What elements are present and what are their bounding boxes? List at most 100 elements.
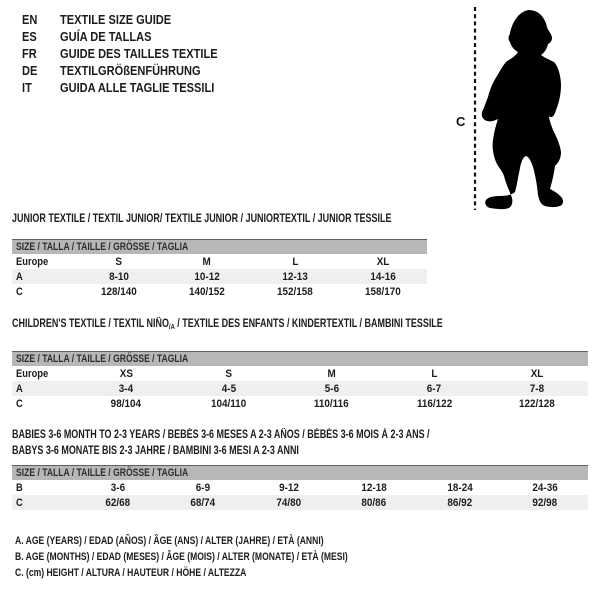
value-text: 104/110 — [211, 397, 247, 410]
value-text: 24-36 — [532, 481, 558, 494]
section-title-line: BABYS 3-6 MONATE BIS 2-3 JAHRE / BAMBINI… — [12, 443, 588, 459]
language-title: GUIDE DES TAILLES TEXTILE — [60, 46, 245, 61]
value-cell: 3-4 — [75, 383, 178, 395]
title-part: CHILDREN'S TEXTILE / TEXTIL NIÑO — [12, 318, 169, 330]
value-cell: 10-12 — [163, 271, 251, 283]
size-table-section: CHILDREN'S TEXTILE / TEXTIL NIÑO/A / TEX… — [12, 317, 588, 411]
footnote-text: B. AGE (MONTHS) / EDAD (MESES) / ÂGE (MO… — [15, 551, 348, 563]
size-name-cell: S — [75, 256, 163, 268]
value-text: 98/104 — [111, 397, 142, 410]
value-text: 158/170 — [365, 285, 401, 298]
row-label-text: C — [16, 496, 23, 509]
language-row: ES GUÍA DE TALLAS — [22, 28, 245, 45]
baby-height-figure: C — [448, 4, 598, 216]
value-cell: 12-18 — [332, 482, 418, 494]
value-cell: 62/68 — [75, 497, 161, 509]
row-label-text: C — [16, 397, 23, 410]
title-part: JUNIOR TEXTILE / TEXTIL JUNIOR/ TEXTILE … — [12, 213, 392, 225]
section-title-line: BABIES 3-6 MONTH TO 2-3 YEARS / BEBÉS 3-… — [12, 427, 588, 443]
value-cell: 12-13 — [251, 271, 339, 283]
value-text: 10-12 — [194, 270, 220, 283]
value-cell: 116/122 — [383, 398, 486, 410]
value-cell: 18-24 — [417, 482, 503, 494]
section-title-line: JUNIOR TEXTILE / TEXTIL JUNIOR/ TEXTILE … — [12, 212, 427, 227]
size-name-cell: XL — [485, 368, 588, 380]
table-row: C 128/140 140/152 152/158 158/170 — [12, 284, 427, 299]
region-label-text: Europe — [16, 255, 49, 268]
value-cell: 110/116 — [280, 398, 383, 410]
size-name-row: Europe XS S M L XL — [12, 366, 588, 381]
value-text: 6-7 — [426, 382, 442, 395]
language-row: FR GUIDE DES TAILLES TEXTILE — [22, 45, 245, 62]
language-row: IT GUIDA ALLE TAGLIE TESSILI — [22, 79, 245, 96]
size-name-text: S — [115, 255, 123, 268]
row-label-text: A — [16, 270, 23, 283]
row-label-cell: B — [12, 482, 75, 494]
value-text: 92/98 — [532, 496, 558, 509]
region-label-cell: Europe — [12, 368, 75, 380]
footnote-line: B. AGE (MONTHS) / EDAD (MESES) / ÂGE (MO… — [15, 549, 442, 565]
size-name-text: L — [291, 255, 299, 268]
value-text: 128/140 — [101, 285, 137, 298]
title-part: BABYS 3-6 MONATE BIS 2-3 JAHRE / BAMBINI… — [12, 445, 299, 457]
value-cell: 8-10 — [75, 271, 163, 283]
value-cell: 122/128 — [485, 398, 588, 410]
row-label-cell: A — [12, 271, 75, 283]
height-label: C — [456, 114, 466, 129]
value-text: 9-12 — [278, 481, 299, 494]
footnote-line: A. AGE (YEARS) / EDAD (AÑOS) / ÂGE (ANS)… — [15, 533, 442, 549]
language-row: EN TEXTILE SIZE GUIDE — [22, 11, 245, 28]
footnotes: A. AGE (YEARS) / EDAD (AÑOS) / ÂGE (ANS)… — [15, 533, 442, 581]
footnote-line: C. (cm) HEIGHT / ALTURA / HAUTEUR / HÖHE… — [15, 565, 442, 581]
row-label-cell: A — [12, 383, 75, 395]
language-code: DE — [22, 63, 60, 78]
row-label-cell: C — [12, 398, 75, 410]
value-text: 116/122 — [416, 397, 452, 410]
size-name-text: M — [327, 367, 336, 380]
value-cell: 5-6 — [280, 383, 383, 395]
language-title-text: TEXTILE SIZE GUIDE — [60, 12, 172, 27]
language-title: GUÍA DE TALLAS — [60, 29, 168, 44]
size-header-text: SIZE / TALLA / TAILLE / GRÖSSE / TAGLIA — [16, 353, 189, 365]
language-title-list: EN TEXTILE SIZE GUIDE ES GUÍA DE TALLAS FR GU… — [22, 11, 245, 96]
title-part: BABIES 3-6 MONTH TO 2-3 YEARS / BEBÉS 3-… — [12, 429, 430, 441]
value-cell: 104/110 — [178, 398, 281, 410]
size-name-cell: S — [178, 368, 281, 380]
value-cell: 92/98 — [503, 497, 589, 509]
section-title: JUNIOR TEXTILE / TEXTIL JUNIOR/ TEXTILE … — [12, 212, 427, 227]
value-cell: 128/140 — [75, 286, 163, 298]
footnote-text: C. (cm) HEIGHT / ALTURA / HAUTEUR / HÖHE… — [15, 567, 247, 579]
size-name-text: XL — [530, 367, 543, 380]
size-name-cell: M — [163, 256, 251, 268]
value-text: 152/158 — [277, 285, 313, 298]
value-text: 68/74 — [190, 496, 216, 509]
footnote-text: A. AGE (YEARS) / EDAD (AÑOS) / ÂGE (ANS)… — [15, 535, 324, 547]
language-code-text: IT — [22, 80, 32, 95]
value-text: 74/80 — [276, 496, 302, 509]
value-cell: 98/104 — [75, 398, 178, 410]
value-cell: 74/80 — [246, 497, 332, 509]
size-name-cell: XS — [75, 368, 178, 380]
section-title-text: BABYS 3-6 MONATE BIS 2-3 JAHRE / BAMBINI… — [12, 443, 299, 459]
value-text: 12-13 — [282, 270, 308, 283]
value-text: 8-10 — [109, 270, 129, 283]
size-header-bar: SIZE / TALLA / TAILLE / GRÖSSE / TAGLIA — [12, 239, 427, 254]
value-text: 122/128 — [518, 397, 555, 410]
size-header-bar: SIZE / TALLA / TAILLE / GRÖSSE / TAGLIA — [12, 465, 588, 480]
language-title: TEXTILGRÖßENFÜHRUNG — [60, 63, 225, 78]
size-name-cell: M — [280, 368, 383, 380]
row-label-cell: C — [12, 497, 75, 509]
section-title: CHILDREN'S TEXTILE / TEXTIL NIÑO/A / TEX… — [12, 317, 588, 334]
value-cell: 9-12 — [246, 482, 332, 494]
language-title-text: GUÍA DE TALLAS — [60, 29, 152, 44]
baby-silhouette-icon — [481, 10, 564, 210]
title-part: / TEXTILE DES ENFANTS / KINDERTEXTIL / B… — [174, 318, 443, 330]
size-name-cell: L — [383, 368, 486, 380]
value-cell: 86/92 — [417, 497, 503, 509]
value-text: 5-6 — [324, 382, 339, 395]
language-code: ES — [22, 29, 60, 44]
value-cell: 6-9 — [161, 482, 247, 494]
language-code-text: EN — [22, 12, 38, 27]
language-title-text: GUIDA ALLE TAGLIE TESSILI — [60, 80, 215, 95]
value-cell: 158/170 — [339, 286, 427, 298]
